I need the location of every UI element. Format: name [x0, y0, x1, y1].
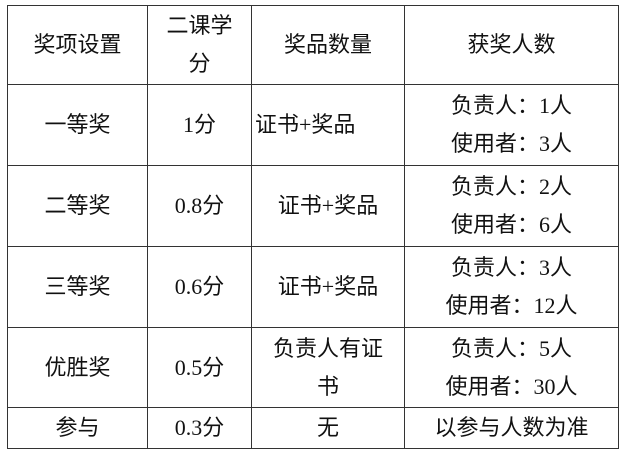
award-cell: 三等奖	[7, 246, 148, 328]
table-row: 优胜奖 0.5分 负责人有证书 负责人：5人 使用者：30人	[7, 327, 619, 408]
table-row: 参与 0.3分 无 以参与人数为准	[7, 407, 619, 449]
winners-line: 使用者：3人	[450, 131, 572, 156]
winners-cell: 以参与人数为准	[404, 407, 619, 449]
credit-cell: 0.5分	[147, 327, 252, 408]
winners-line: 以参与人数为准	[434, 415, 589, 440]
table-row: 一等奖 1分 证书+奖品 负责人：1人 使用者：3人	[7, 84, 619, 166]
prize-cell: 证书+奖品	[251, 165, 405, 247]
winners-cell: 负责人：2人 使用者：6人	[404, 165, 619, 247]
table-row: 三等奖 0.6分 证书+奖品 负责人：3人 使用者：12人	[7, 246, 619, 328]
winners-line: 负责人：5人	[450, 335, 572, 361]
award-cell: 优胜奖	[7, 327, 148, 408]
credit-cell: 0.3分	[147, 407, 252, 449]
award-cell: 参与	[7, 407, 148, 449]
winners-line: 使用者：6人	[450, 212, 572, 237]
award-table: 奖项设置 二课学分 奖品数量 获奖人数 一等奖 1分 证书+奖品 负责人：1人使…	[7, 5, 619, 449]
prize-cell: 证书+奖品	[251, 246, 405, 328]
winners-cell: 负责人：5人 使用者：30人	[404, 327, 619, 408]
header-cell: 奖项设置	[7, 5, 148, 85]
credit-cell: 0.8分	[147, 165, 252, 247]
winners-cell: 负责人：3人 使用者：12人	[404, 246, 619, 328]
table-row: 二等奖 0.8分 证书+奖品 负责人：2人 使用者：6人	[7, 165, 619, 247]
winners-line: 负责人：1人	[450, 93, 572, 118]
prize-cell: 证书+奖品	[251, 84, 405, 166]
winners-cell: 负责人：1人 使用者：3人	[404, 84, 619, 166]
header-cell: 获奖人数	[404, 5, 619, 85]
winners-line: 使用者：30人	[445, 373, 578, 399]
winners-line: 负责人：3人	[450, 255, 572, 280]
winners-line: 使用者：12人	[445, 293, 578, 318]
header-cell: 奖品数量	[251, 5, 405, 85]
prize-cell: 负责人有证书	[251, 327, 405, 408]
award-cell: 一等奖	[7, 84, 148, 166]
header-row: 奖项设置 二课学分 奖品数量 获奖人数	[7, 5, 619, 85]
header-cell: 二课学分	[147, 5, 252, 85]
credit-cell: 1分	[147, 84, 252, 166]
credit-cell: 0.6分	[147, 246, 252, 328]
winners-line: 负责人：2人	[450, 174, 572, 199]
prize-cell: 无	[251, 407, 405, 449]
award-cell: 二等奖	[7, 165, 148, 247]
